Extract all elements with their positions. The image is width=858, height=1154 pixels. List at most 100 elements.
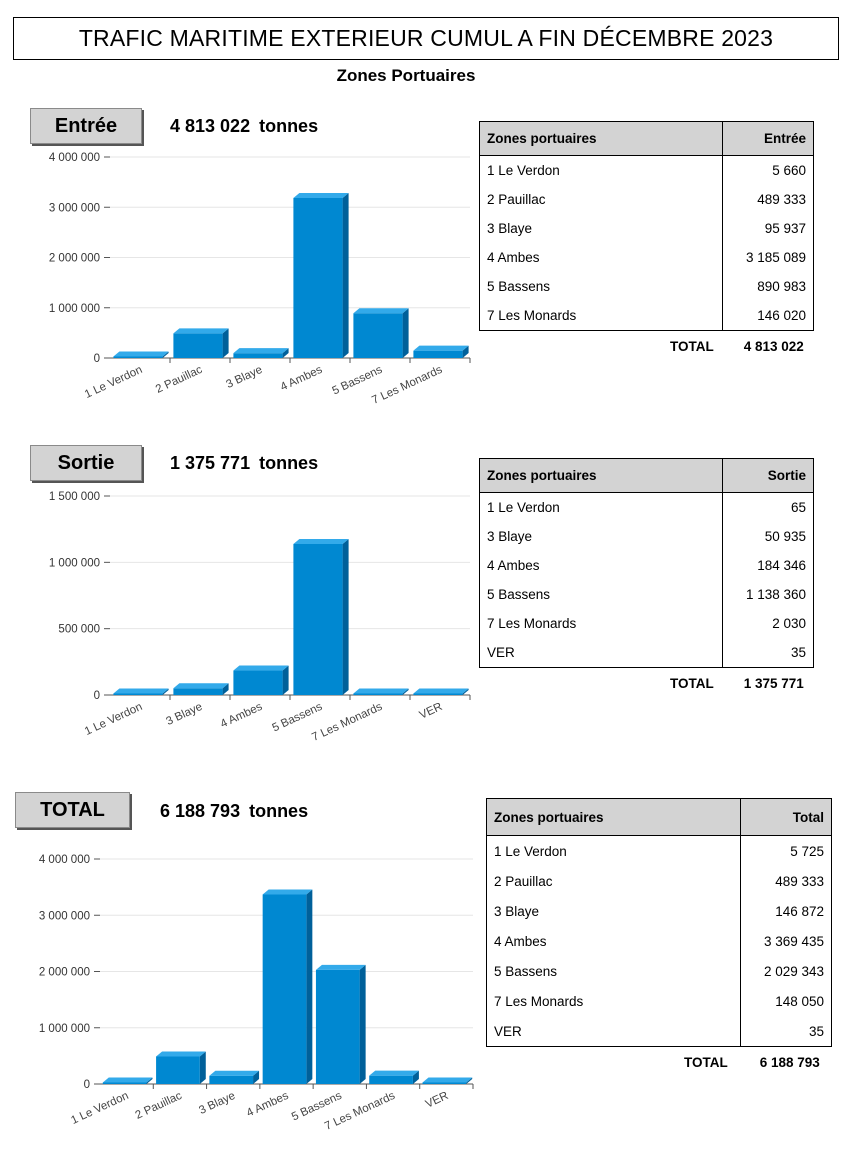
bar — [293, 538, 349, 695]
x-tick-label: 1 Le Verdon — [83, 701, 144, 738]
bar-top — [113, 351, 169, 357]
bar-side — [466, 1077, 473, 1084]
table-row: 2 Pauillac 489 333 — [486, 866, 832, 896]
bar-side — [253, 1070, 260, 1084]
table-cell-zone: 3 Blaye — [486, 896, 741, 926]
bar-front — [353, 693, 403, 695]
bar — [422, 1077, 473, 1084]
bar-front — [156, 1056, 200, 1084]
bar-front — [173, 333, 223, 358]
x-tick-label: 1 Le Verdon — [69, 1090, 130, 1127]
table-total: TOTAL 4 813 022 — [670, 339, 804, 354]
table-header-value: Sortie — [722, 458, 814, 493]
table-row: 4 Ambes 3 369 435 — [486, 926, 832, 956]
table-cell-zone: 2 Pauillac — [486, 866, 741, 896]
bar — [353, 688, 409, 695]
table-cell-value: 3 185 089 — [722, 243, 814, 272]
table-total-label: TOTAL — [670, 339, 714, 354]
table-cell-value: 184 346 — [722, 551, 814, 580]
table-row: VER 35 — [486, 1016, 832, 1047]
table-cell-zone: 1 Le Verdon — [479, 155, 723, 185]
y-tick-label: 2 000 000 — [39, 967, 90, 979]
bar-side — [342, 538, 349, 695]
bar-front — [315, 969, 360, 1084]
table-header-value: Total — [740, 798, 832, 836]
table-cell-value: 146 872 — [740, 896, 832, 926]
table-row: 5 Bassens 2 029 343 — [486, 956, 832, 986]
bar-top — [113, 688, 169, 694]
table-row: 7 Les Monards 2 030 — [479, 609, 814, 638]
bar-side — [162, 351, 169, 358]
table-cell-zone: VER — [479, 638, 723, 668]
bar-front — [113, 356, 163, 358]
table-row: 2 Pauillac 489 333 — [479, 185, 814, 214]
bar — [209, 1070, 260, 1084]
section-total: 4 813 022 tonnes — [170, 116, 318, 137]
table-cell-zone: 1 Le Verdon — [479, 492, 723, 522]
section-total: 1 375 771 tonnes — [170, 453, 318, 474]
table-header-value: Entrée — [722, 121, 814, 156]
bar-top — [369, 1070, 419, 1076]
table-total-value: 1 375 771 — [743, 676, 804, 691]
table-cell-value: 5 725 — [740, 835, 832, 866]
bar — [315, 964, 366, 1084]
bar-top — [293, 192, 349, 198]
table-cell-zone: 4 Ambes — [479, 551, 723, 580]
bar-side — [222, 683, 229, 695]
table-cell-zone: 2 Pauillac — [479, 185, 723, 214]
y-tick-label: 0 — [94, 353, 100, 365]
x-tick-label: 2 Pauillac — [134, 1090, 184, 1122]
bar-top — [353, 308, 409, 314]
bar-side — [342, 192, 349, 358]
bar-top — [173, 328, 229, 334]
table-total: TOTAL 1 375 771 — [670, 676, 804, 691]
bar-front — [293, 197, 343, 358]
table-cell-value: 50 935 — [722, 522, 814, 551]
table-total-label: TOTAL — [684, 1055, 728, 1070]
table-total: TOTAL 6 188 793 — [684, 1055, 820, 1070]
table-cell-value: 146 020 — [722, 301, 814, 331]
y-tick-label: 0 — [84, 1079, 90, 1091]
x-tick-label: 2 Pauillac — [154, 364, 204, 396]
section-total: 6 188 793 tonnes — [160, 801, 308, 822]
y-tick-label: 3 000 000 — [39, 910, 90, 922]
section-total-unit: tonnes — [259, 116, 319, 136]
bar-front — [102, 1082, 147, 1084]
bar-top — [315, 964, 366, 970]
bar — [353, 308, 409, 358]
bar-front — [209, 1075, 254, 1084]
table-total-value: 4 813 022 — [743, 339, 804, 354]
table-cell-value: 5 660 — [722, 155, 814, 185]
table-cell-zone: 3 Blaye — [479, 522, 723, 551]
y-tick-label: 0 — [94, 690, 100, 702]
bar-side — [462, 688, 469, 695]
bar-side — [162, 688, 169, 695]
x-tick-label: VER — [418, 701, 445, 722]
table-cell-value: 3 369 435 — [740, 926, 832, 956]
bar — [413, 345, 469, 358]
y-tick-label: 1 000 000 — [49, 303, 100, 315]
bar-side — [412, 1070, 419, 1084]
bar-top — [413, 688, 469, 694]
table-row: 3 Blaye 146 872 — [486, 896, 832, 926]
bar-top — [422, 1077, 473, 1083]
table-row: 3 Blaye 95 937 — [479, 214, 814, 243]
table-cell-value: 35 — [722, 638, 814, 668]
bar-top — [173, 683, 229, 689]
bar-side — [359, 964, 366, 1084]
table-cell-value: 890 983 — [722, 272, 814, 301]
table-cell-value: 65 — [722, 492, 814, 522]
table-row: 5 Bassens 890 983 — [479, 272, 814, 301]
table-header-zone: Zones portuaires — [486, 798, 741, 836]
table-header-zone: Zones portuaires — [479, 458, 723, 493]
section-total-unit: tonnes — [249, 801, 309, 821]
bar — [293, 192, 349, 358]
table-cell-value: 489 333 — [722, 185, 814, 214]
bar-side — [462, 345, 469, 358]
bar-front — [113, 693, 163, 695]
table-cell-zone: 3 Blaye — [479, 214, 723, 243]
bar-side — [282, 665, 289, 695]
y-tick-label: 500 000 — [58, 624, 100, 636]
table-row: 1 Le Verdon 65 — [479, 492, 814, 522]
table-row: 5 Bassens 1 138 360 — [479, 580, 814, 609]
